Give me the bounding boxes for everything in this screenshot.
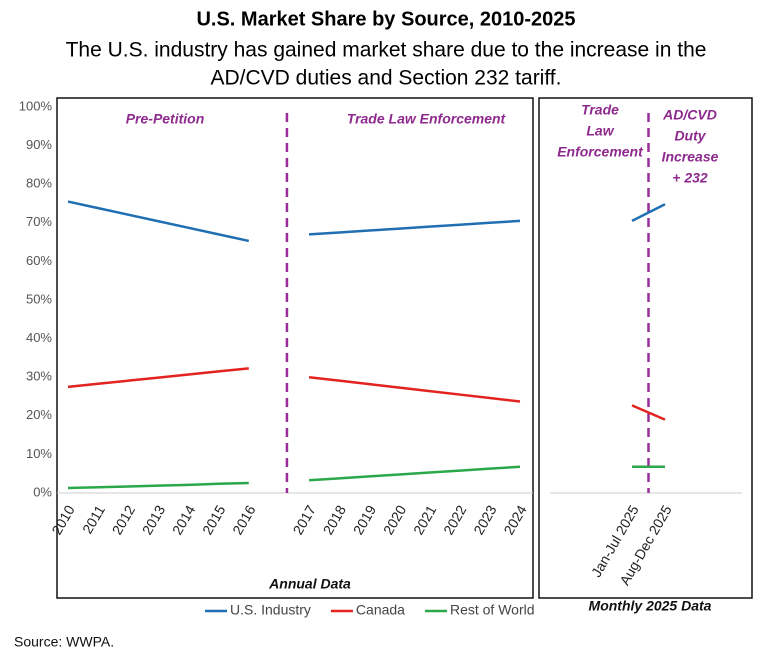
annotation: Duty <box>674 128 706 144</box>
series-line <box>631 203 666 222</box>
series-line <box>631 404 666 421</box>
y-tick-label: 60% <box>26 253 52 268</box>
x-tick-label: 2010 <box>48 502 78 537</box>
series-line <box>67 367 521 403</box>
y-tick-label: 40% <box>26 330 52 345</box>
legend-label: Canada <box>356 602 405 618</box>
y-tick-label: 70% <box>26 214 52 229</box>
annotation: Increase <box>662 149 719 165</box>
y-tick-label: 30% <box>26 369 52 384</box>
x-tick-label: 2015 <box>199 502 229 537</box>
x-tick-label: 2023 <box>470 502 500 537</box>
x-tick-label: 2020 <box>380 502 410 537</box>
x-tick-label: 2014 <box>169 502 199 537</box>
x-tick-label: 2018 <box>320 502 350 537</box>
x-axis-label: Annual Data <box>268 576 351 592</box>
x-tick-label: 2022 <box>440 502 470 537</box>
annotation: + 232 <box>672 170 708 186</box>
annotation: Trade <box>581 102 619 118</box>
x-tick-label: 2016 <box>229 502 259 537</box>
annotation: Law <box>586 123 614 139</box>
x-axis-label: Monthly 2025 Data <box>589 598 712 614</box>
subtitle: AD/CVD duties and Section 232 tariff. <box>211 67 562 90</box>
annotation: Enforcement <box>557 144 644 160</box>
panel-frame <box>56 97 534 599</box>
x-tick-label: 2012 <box>109 502 139 537</box>
x-tick-label: 2013 <box>139 502 169 537</box>
x-tick-label: 2017 <box>289 502 319 537</box>
x-tick-label: 2011 <box>79 502 108 536</box>
y-tick-label: 20% <box>26 407 52 422</box>
y-tick-label: 100% <box>19 98 53 113</box>
panel-frame <box>538 97 753 599</box>
chart-title: U.S. Market Share by Source, 2010-2025 <box>196 8 575 30</box>
y-tick-label: 50% <box>26 291 52 306</box>
annotation: Pre-Petition <box>126 111 205 127</box>
legend-label: Rest of World <box>450 602 535 618</box>
y-tick-label: 80% <box>26 176 52 191</box>
x-tick-label: 2021 <box>410 502 440 537</box>
subtitle: The U.S. industry has gained market shar… <box>66 39 707 62</box>
legend-label: U.S. Industry <box>230 602 311 618</box>
y-tick-label: 10% <box>26 446 52 461</box>
y-tick-label: 0% <box>33 484 52 499</box>
y-tick-label: 90% <box>26 137 52 152</box>
x-tick-label: 2019 <box>350 502 380 537</box>
annotation: Trade Law Enforcement <box>347 111 507 127</box>
source: Source: WWPA. <box>14 634 114 650</box>
series-line <box>67 465 521 490</box>
annotation: AD/CVD <box>662 107 717 123</box>
series-line <box>67 200 521 243</box>
x-tick-label: 2024 <box>500 502 530 537</box>
